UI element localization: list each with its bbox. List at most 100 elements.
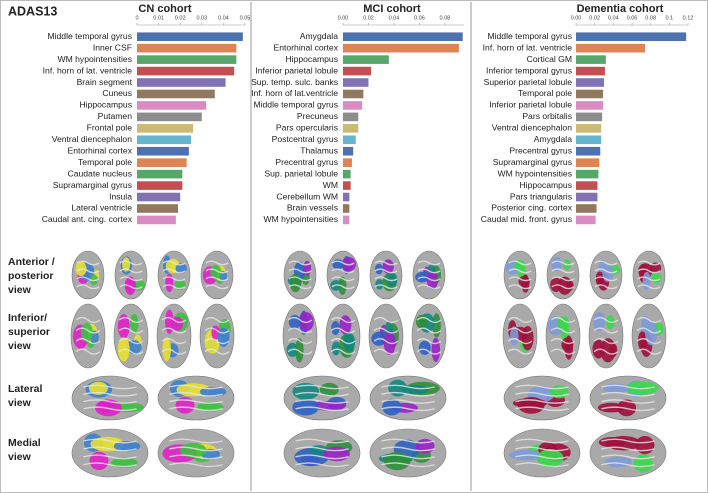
sulcus	[295, 446, 349, 452]
bar	[137, 55, 237, 64]
sulcus	[169, 438, 223, 444]
view-label: Inferior/	[8, 312, 47, 324]
x-tick-label: 0	[135, 15, 138, 21]
sulcus	[507, 316, 533, 324]
sulcus	[295, 384, 349, 390]
sulcus	[205, 260, 229, 266]
region	[650, 272, 662, 284]
sulcus	[507, 338, 533, 345]
y-tick-label: Pars opercularis	[276, 123, 338, 133]
region	[117, 314, 130, 339]
x-tick-label: 0.04	[218, 15, 229, 21]
bar	[137, 112, 202, 122]
sulcus	[508, 260, 532, 266]
bar	[343, 169, 351, 179]
y-tick-label: Sup. temp. sulc. banks	[251, 77, 338, 87]
sulcus	[373, 316, 399, 324]
sulcus	[416, 327, 442, 334]
sulcus	[601, 391, 655, 397]
sulcus	[331, 260, 355, 266]
y-tick-label: Middle temporal gyrus	[253, 100, 338, 110]
sulcus	[515, 462, 569, 468]
sulcus	[601, 446, 655, 452]
y-tick-label: Precuneus	[297, 111, 338, 121]
sulcus	[381, 438, 435, 444]
region	[292, 382, 320, 400]
bar	[137, 32, 243, 42]
sulcus	[373, 348, 399, 355]
sulcus	[515, 454, 569, 460]
region	[319, 382, 339, 397]
bar	[137, 192, 181, 202]
y-tick-label: Superior parietal lobule	[484, 77, 573, 87]
region	[175, 396, 195, 414]
sulcus	[551, 260, 575, 266]
sulcus	[161, 348, 187, 355]
region	[550, 257, 563, 272]
sulcus	[288, 284, 312, 290]
sulcus	[288, 268, 312, 274]
view-label: Anterior /	[8, 256, 55, 268]
region	[521, 326, 534, 351]
sulcus	[381, 384, 435, 390]
region	[431, 337, 441, 362]
sulcus	[601, 462, 655, 468]
region	[564, 335, 574, 360]
sulcus	[416, 316, 442, 324]
sulcus	[205, 276, 229, 282]
region	[593, 312, 606, 332]
sulcus	[594, 276, 618, 282]
bar	[343, 112, 359, 122]
bar	[137, 169, 183, 179]
y-tick-label: Temporal pole	[518, 88, 572, 98]
x-tick-label: 0.06	[627, 15, 638, 21]
y-tick-label: Lateral ventricle	[71, 203, 132, 213]
sulcus	[330, 316, 356, 324]
y-tick-label: Ventral diencephalon	[492, 123, 572, 133]
region	[645, 321, 658, 346]
sulcus	[75, 316, 101, 324]
sulcus	[119, 284, 143, 290]
region	[521, 274, 530, 293]
sulcus	[287, 316, 313, 324]
sulcus	[204, 348, 230, 355]
view-label: posterior	[8, 270, 54, 282]
figure-title: ADAS13	[8, 4, 57, 18]
sulcus	[119, 268, 143, 274]
bar	[576, 181, 598, 190]
sulcus	[601, 438, 655, 444]
sulcus	[636, 348, 662, 355]
sulcus	[593, 338, 619, 345]
sulcus	[83, 391, 137, 397]
sulcus	[76, 284, 100, 290]
x-tick-label: 0.1	[666, 15, 674, 21]
region	[89, 451, 109, 471]
bar	[137, 43, 237, 53]
x-tick-label: 0.03	[196, 15, 207, 21]
view-label: view	[8, 451, 32, 463]
sulcus	[594, 268, 618, 274]
sulcus	[374, 284, 398, 290]
view-label: view	[8, 397, 32, 409]
y-tick-label: Amygdala	[534, 134, 572, 144]
y-tick-label: Caudal mid. front. gyrus	[481, 214, 572, 224]
bar	[137, 66, 235, 76]
region	[602, 263, 614, 283]
sulcus	[169, 399, 223, 404]
view-label: superior	[8, 326, 50, 338]
region	[514, 260, 526, 271]
sulcus	[119, 260, 143, 266]
y-tick-label: Posterior cing. cortex	[491, 203, 572, 213]
y-tick-label: Entorhinal cortex	[274, 42, 339, 52]
y-tick-label: Precentral gyrus	[275, 157, 338, 167]
sulcus	[161, 338, 187, 345]
chart-title: MCI cohort	[363, 3, 421, 15]
bar	[137, 89, 215, 99]
sulcus	[601, 454, 655, 460]
sulcus	[507, 348, 533, 355]
sulcus	[515, 391, 569, 397]
sulcus	[287, 327, 313, 334]
sulcus	[508, 268, 532, 274]
bar	[576, 158, 600, 167]
y-tick-label: WM hypointensities	[263, 214, 338, 224]
